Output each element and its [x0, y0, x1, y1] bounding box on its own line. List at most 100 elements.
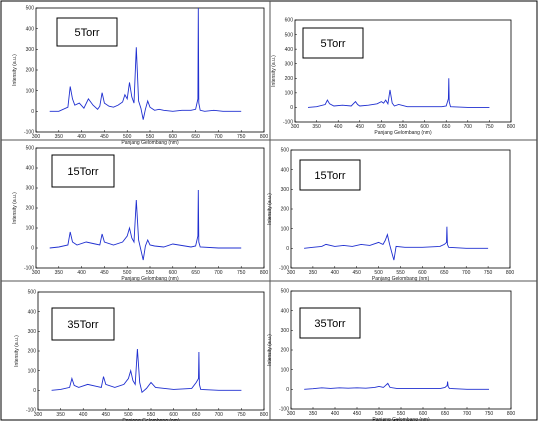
x-axis-label: Panjang Gelombang (nm) [121, 140, 179, 146]
y-tick-label: 300 [26, 47, 35, 53]
pressure-label-box [299, 307, 361, 339]
pressure-label: 35Torr [314, 318, 346, 330]
y-tick-label: -100 [283, 120, 293, 126]
y-tick-label: 100 [281, 367, 290, 373]
x-tick-label: 300 [287, 411, 296, 417]
y-tick-label: 200 [281, 348, 290, 354]
x-axis-label: Panjang Gelombang (nm) [372, 276, 430, 282]
x-tick-label: 800 [260, 134, 269, 140]
x-tick-label: 800 [506, 270, 515, 276]
x-tick-label: 600 [419, 411, 428, 417]
x-tick-label: 400 [79, 412, 88, 418]
pressure-label: 15Torr [67, 166, 99, 178]
y-tick-label: 300 [26, 186, 35, 192]
y-axis-label: Intensity (a.u.) [267, 193, 273, 225]
pressure-label: 35Torr [67, 319, 99, 331]
series-line [49, 7, 242, 120]
pressure-label-box [51, 307, 115, 341]
y-tick-label: 400 [281, 167, 290, 173]
x-axis-label: Panjang Gelombang (nm) [121, 276, 179, 282]
y-tick-label: 100 [26, 226, 35, 232]
y-tick-label: 500 [26, 146, 35, 152]
pressure-label: 15Torr [314, 170, 346, 182]
chart-panel-p3: 300 350 400 450 500 550 600 650 700 750 800 -100 0 10… [12, 146, 268, 282]
chart-panel-p2: 300 350 400 450 500 550 600 650 700 750 800 -100 0 10… [271, 18, 515, 136]
chart-panel-p5: 300 350 400 450 500 550 600 650 700 750 800 -100 0 10… [14, 290, 268, 421]
series-line [307, 78, 490, 108]
y-tick-label: 0 [286, 246, 289, 252]
x-axis-label: Panjang Gelombang (nm) [372, 417, 430, 421]
x-tick-label: 550 [397, 411, 406, 417]
x-tick-label: 300 [32, 270, 41, 276]
x-tick-label: 700 [215, 412, 224, 418]
chart-panel-p6: 300 350 400 450 500 550 600 650 700 750 800 -100 0 10… [267, 289, 515, 421]
x-tick-label: 650 [191, 134, 200, 140]
y-tick-label: 100 [285, 91, 294, 97]
x-tick-label: 350 [55, 270, 64, 276]
y-tick-label: 500 [26, 6, 35, 12]
x-tick-label: 450 [353, 270, 362, 276]
x-tick-label: 650 [442, 124, 451, 130]
x-axis-label: Panjang Gelombang (nm) [122, 418, 180, 421]
x-tick-label: 650 [441, 411, 450, 417]
y-tick-label: -100 [279, 407, 289, 413]
y-tick-label: 100 [26, 88, 35, 94]
series-line [304, 226, 489, 261]
y-tick-label: 300 [285, 61, 294, 67]
y-tick-label: 200 [26, 68, 35, 74]
x-tick-label: 350 [309, 411, 318, 417]
x-tick-label: 700 [214, 134, 223, 140]
x-tick-label: 300 [287, 270, 296, 276]
x-tick-label: 550 [399, 124, 408, 130]
y-tick-label: 500 [28, 290, 37, 296]
y-tick-label: -100 [24, 266, 34, 272]
x-tick-label: 600 [169, 270, 178, 276]
x-tick-label: 800 [507, 411, 516, 417]
y-tick-label: 0 [33, 388, 36, 394]
x-tick-label: 750 [485, 124, 494, 130]
y-tick-label: -100 [279, 266, 289, 272]
x-tick-label: 500 [377, 124, 386, 130]
x-tick-label: 800 [260, 270, 269, 276]
y-axis-label: Intensity (a.u.) [267, 334, 273, 366]
x-tick-label: 650 [191, 270, 200, 276]
x-tick-label: 400 [331, 270, 340, 276]
x-tick-label: 750 [237, 270, 246, 276]
pressure-label-box [302, 27, 364, 59]
y-tick-label: 500 [285, 32, 294, 38]
y-axis-label: Intensity (a.u.) [12, 54, 18, 86]
x-tick-label: 750 [237, 134, 246, 140]
x-tick-label: 800 [507, 124, 516, 130]
y-tick-label: 200 [28, 349, 37, 355]
x-tick-label: 450 [356, 124, 365, 130]
y-tick-label: 0 [290, 105, 293, 111]
x-tick-label: 700 [214, 270, 223, 276]
x-tick-label: 400 [77, 270, 86, 276]
x-tick-label: 500 [123, 134, 132, 140]
y-tick-label: 400 [285, 47, 294, 53]
y-tick-label: 400 [28, 309, 37, 315]
x-tick-label: 550 [147, 412, 156, 418]
x-tick-label: 350 [312, 124, 321, 130]
x-tick-label: 650 [192, 412, 201, 418]
x-tick-label: 650 [440, 270, 449, 276]
pressure-label-box [51, 154, 115, 188]
y-tick-label: 200 [26, 206, 35, 212]
y-tick-label: 300 [281, 328, 290, 334]
pressure-label: 5Torr [74, 27, 99, 39]
pressure-label-box [299, 159, 361, 191]
x-tick-label: 500 [124, 412, 133, 418]
x-tick-label: 550 [146, 134, 155, 140]
x-tick-label: 500 [123, 270, 132, 276]
x-tick-label: 600 [169, 134, 178, 140]
y-axis-label: Intensity (a.u.) [14, 335, 20, 367]
y-tick-label: 400 [281, 308, 290, 314]
x-tick-label: 300 [34, 412, 43, 418]
x-tick-label: 550 [146, 270, 155, 276]
y-tick-label: 200 [281, 207, 290, 213]
x-tick-label: 800 [260, 412, 269, 418]
y-tick-label: 500 [281, 289, 290, 295]
pressure-label: 5Torr [320, 38, 345, 50]
